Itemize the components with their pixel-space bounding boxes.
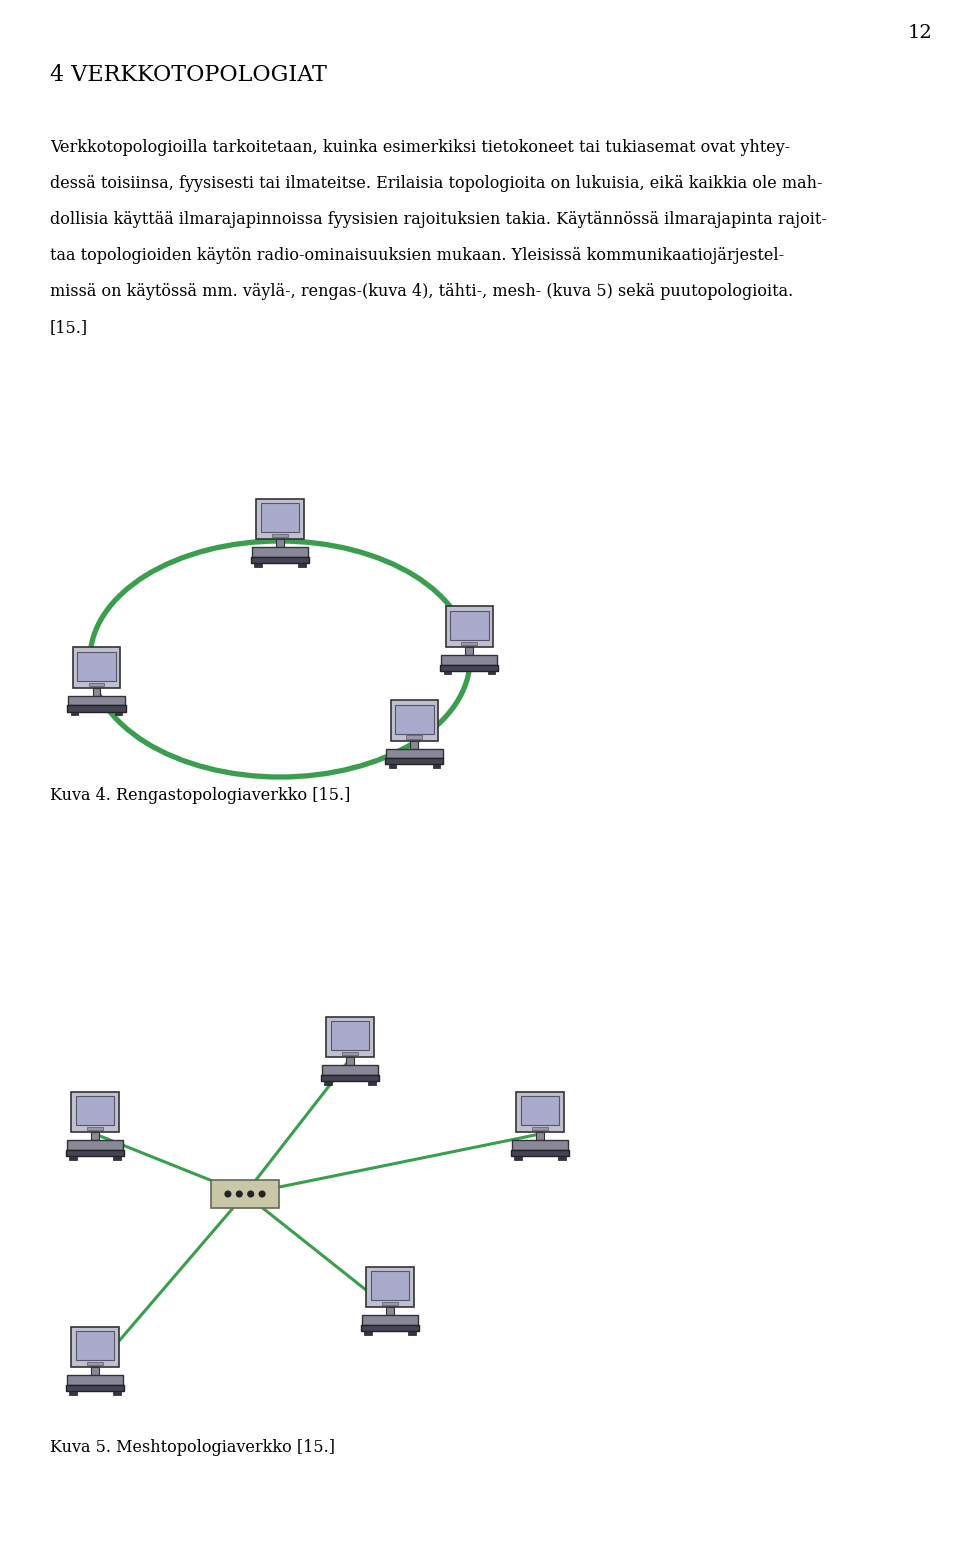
FancyBboxPatch shape (466, 647, 473, 655)
Circle shape (225, 1191, 230, 1197)
FancyBboxPatch shape (91, 1132, 99, 1140)
FancyBboxPatch shape (361, 1324, 419, 1331)
FancyBboxPatch shape (71, 711, 78, 716)
FancyBboxPatch shape (260, 503, 300, 533)
Text: taa topologioiden käytön radio-ominaisuuksien mukaan. Yleisissä kommunikaatiojär: taa topologioiden käytön radio-ominaisuu… (50, 246, 784, 263)
Circle shape (236, 1191, 242, 1197)
Text: missä on käytössä mm. väylä-, rengas-(kuva 4), tähti-, mesh- (kuva 5) sekä puuto: missä on käytössä mm. väylä-, rengas-(ku… (50, 283, 793, 301)
FancyBboxPatch shape (386, 1307, 394, 1315)
FancyBboxPatch shape (511, 1149, 569, 1156)
FancyBboxPatch shape (441, 655, 497, 665)
FancyBboxPatch shape (66, 1385, 124, 1391)
FancyBboxPatch shape (450, 610, 489, 640)
FancyBboxPatch shape (385, 759, 444, 765)
FancyBboxPatch shape (346, 1058, 354, 1066)
Text: dessä toisiinsa, fyysisesti tai ilmateitse. Erilaisia topologioita on lukuisia, : dessä toisiinsa, fyysisesti tai ilmateit… (50, 175, 823, 192)
FancyBboxPatch shape (371, 1272, 409, 1300)
FancyBboxPatch shape (256, 499, 303, 539)
FancyBboxPatch shape (321, 1075, 379, 1081)
FancyBboxPatch shape (362, 1315, 419, 1324)
FancyBboxPatch shape (113, 1156, 121, 1160)
FancyBboxPatch shape (299, 562, 305, 567)
Text: Verkkotopologioilla tarkoitetaan, kuinka esimerkiksi tietokoneet tai tukiasemat : Verkkotopologioilla tarkoitetaan, kuinka… (50, 139, 790, 156)
FancyBboxPatch shape (71, 1327, 119, 1368)
FancyBboxPatch shape (272, 534, 288, 538)
Text: dollisia käyttää ilmarajapinnoissa fyysisien rajoituksien takia. Käytännössä ilm: dollisia käyttää ilmarajapinnoissa fyysi… (50, 211, 827, 228)
FancyBboxPatch shape (71, 1092, 119, 1132)
FancyBboxPatch shape (67, 705, 126, 711)
FancyBboxPatch shape (252, 547, 308, 556)
Text: Kuva 5. Meshtopologiaverkko [15.]: Kuva 5. Meshtopologiaverkko [15.] (50, 1439, 335, 1456)
FancyBboxPatch shape (488, 671, 494, 674)
FancyBboxPatch shape (77, 652, 116, 680)
FancyBboxPatch shape (92, 688, 101, 696)
Text: [15.]: [15.] (50, 319, 88, 336)
FancyBboxPatch shape (322, 1066, 378, 1075)
FancyBboxPatch shape (330, 1021, 370, 1050)
FancyBboxPatch shape (69, 1391, 77, 1394)
FancyBboxPatch shape (115, 711, 122, 716)
FancyBboxPatch shape (87, 1362, 103, 1366)
FancyBboxPatch shape (532, 1128, 548, 1131)
FancyBboxPatch shape (406, 736, 422, 739)
FancyBboxPatch shape (409, 1331, 416, 1335)
FancyBboxPatch shape (520, 1097, 560, 1125)
FancyBboxPatch shape (254, 562, 261, 567)
FancyBboxPatch shape (365, 1331, 372, 1335)
FancyBboxPatch shape (67, 1140, 123, 1149)
FancyBboxPatch shape (113, 1391, 121, 1394)
FancyBboxPatch shape (512, 1140, 568, 1149)
FancyBboxPatch shape (68, 696, 125, 705)
FancyBboxPatch shape (389, 765, 396, 768)
FancyBboxPatch shape (76, 1097, 114, 1125)
FancyBboxPatch shape (88, 683, 105, 686)
FancyBboxPatch shape (386, 748, 443, 759)
Text: Kuva 4. Rengastopologiaverkko [15.]: Kuva 4. Rengastopologiaverkko [15.] (50, 787, 350, 804)
FancyBboxPatch shape (76, 1331, 114, 1360)
FancyBboxPatch shape (536, 1132, 544, 1140)
FancyBboxPatch shape (326, 1016, 373, 1058)
FancyBboxPatch shape (382, 1303, 397, 1306)
Circle shape (248, 1191, 253, 1197)
FancyBboxPatch shape (91, 1368, 99, 1376)
FancyBboxPatch shape (445, 607, 493, 647)
FancyBboxPatch shape (67, 1376, 123, 1385)
FancyBboxPatch shape (73, 647, 120, 688)
FancyBboxPatch shape (324, 1081, 331, 1084)
FancyBboxPatch shape (369, 1081, 375, 1084)
FancyBboxPatch shape (515, 1156, 521, 1160)
FancyBboxPatch shape (87, 1128, 103, 1131)
FancyBboxPatch shape (391, 700, 438, 740)
FancyBboxPatch shape (395, 705, 434, 734)
Text: 12: 12 (907, 23, 932, 42)
FancyBboxPatch shape (559, 1156, 565, 1160)
FancyBboxPatch shape (66, 1149, 124, 1156)
FancyBboxPatch shape (444, 671, 451, 674)
Text: 4 VERKKOTOPOLOGIAT: 4 VERKKOTOPOLOGIAT (50, 64, 326, 87)
Circle shape (259, 1191, 265, 1197)
FancyBboxPatch shape (441, 665, 498, 671)
FancyBboxPatch shape (433, 765, 440, 768)
FancyBboxPatch shape (410, 740, 419, 748)
FancyBboxPatch shape (251, 556, 309, 562)
FancyBboxPatch shape (69, 1156, 77, 1160)
FancyBboxPatch shape (367, 1267, 414, 1307)
FancyBboxPatch shape (516, 1092, 564, 1132)
FancyBboxPatch shape (342, 1052, 358, 1055)
FancyBboxPatch shape (211, 1180, 279, 1208)
FancyBboxPatch shape (276, 539, 284, 547)
FancyBboxPatch shape (462, 641, 477, 646)
